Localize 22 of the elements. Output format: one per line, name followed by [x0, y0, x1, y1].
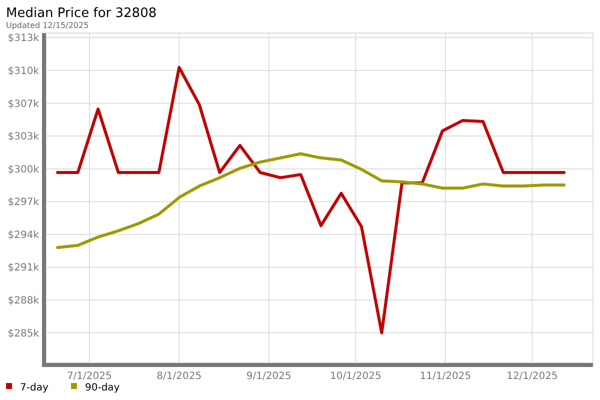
y-tick-label: $303k — [8, 132, 40, 143]
x-tick-label: 7/1/2025 — [66, 371, 112, 382]
y-tick-label: $307k — [8, 98, 40, 110]
chart-title: Median Price for 32808 — [6, 6, 157, 21]
y-tick-label: $300k — [8, 164, 40, 176]
y-tick-label: $285k — [8, 328, 40, 340]
y-tick-label: $291k — [8, 262, 40, 274]
x-tick-label: 9/1/2025 — [246, 371, 292, 382]
y-tick-label: $297k — [8, 197, 40, 208]
legend-label: 7-day — [20, 382, 48, 394]
y-tick-label: $294k — [8, 230, 40, 241]
x-tick-label: 8/1/2025 — [156, 371, 202, 382]
y-tick-label: $310k — [8, 66, 40, 77]
line-series — [56, 66, 566, 334]
y-tick-label: $313k — [8, 33, 40, 44]
line-series — [56, 152, 566, 249]
y-tick-label: $288k — [8, 296, 40, 307]
x-tick-label: 10/1/2025 — [330, 371, 382, 382]
legend-label: 90-day — [85, 382, 120, 394]
x-tick-label: 12/1/2025 — [506, 371, 558, 382]
x-tick-label: 11/1/2025 — [420, 371, 472, 382]
chart-subtitle: Updated 12/15/2025 — [6, 21, 89, 30]
